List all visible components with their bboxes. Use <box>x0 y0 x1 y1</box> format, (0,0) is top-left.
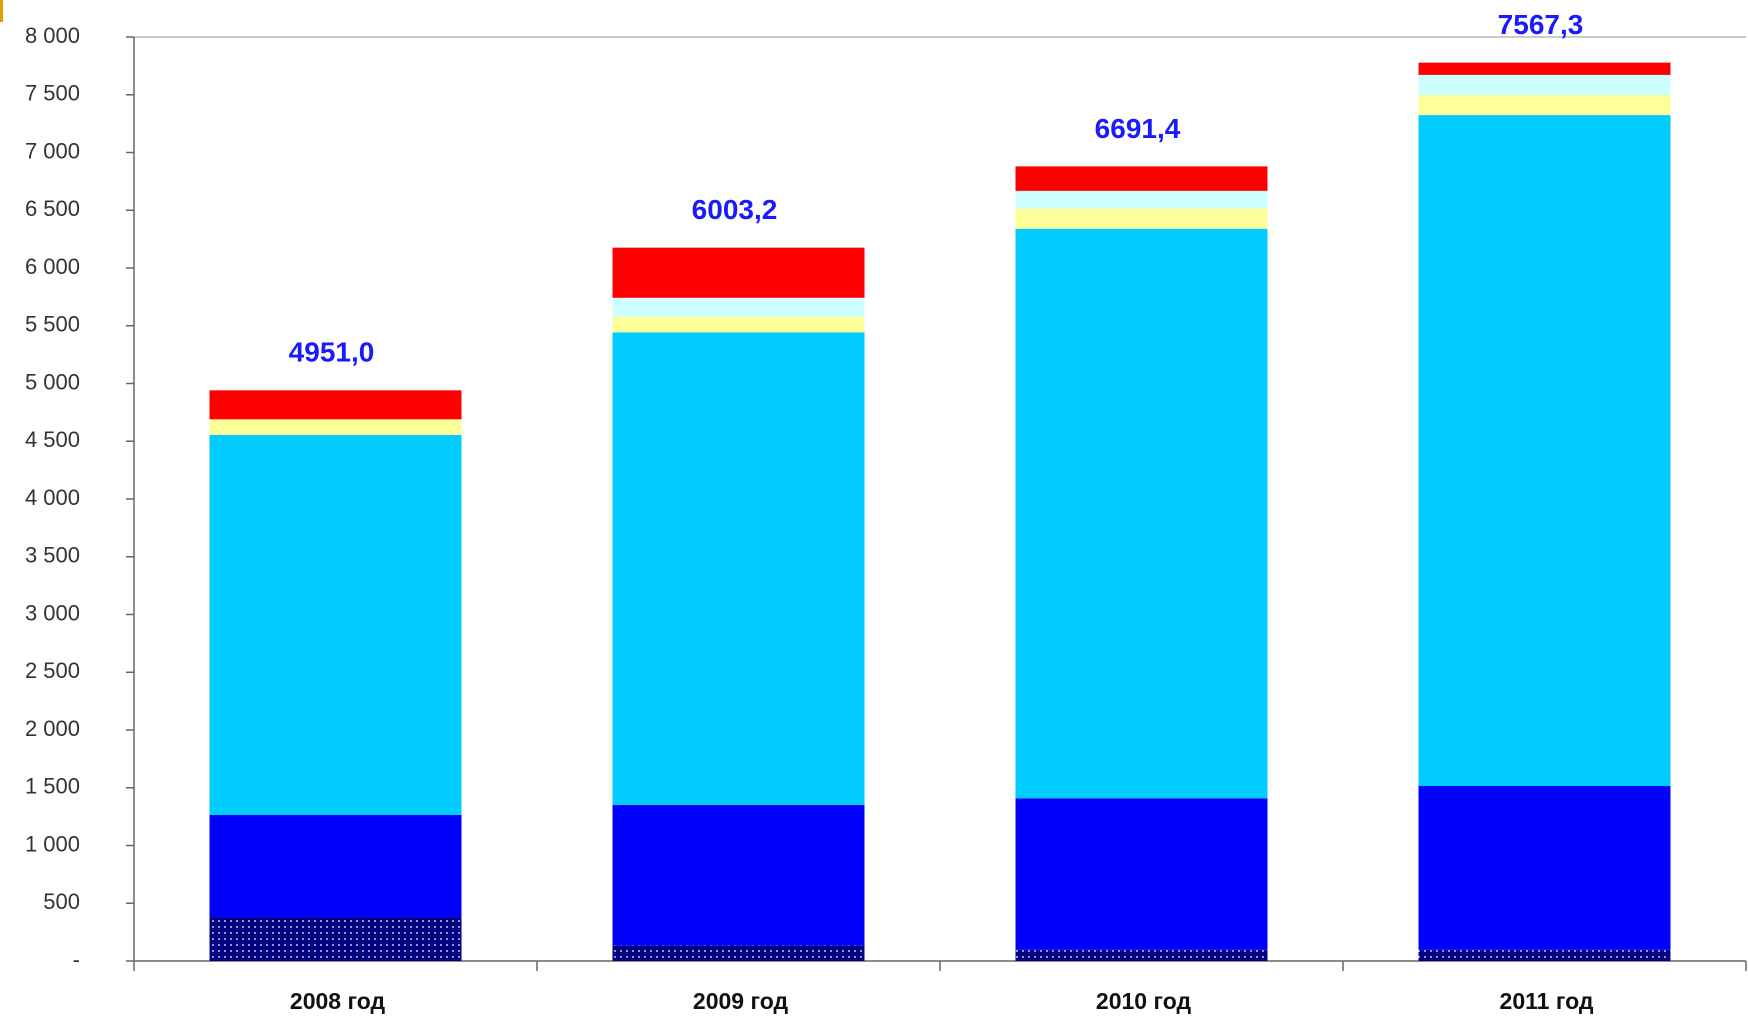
y-tick-label: - <box>73 947 80 972</box>
y-tick-label: 3 500 <box>25 543 80 568</box>
x-tick-label: 2011 год <box>1500 988 1594 1014</box>
bar-segment <box>612 332 865 805</box>
total-label: 7567,3 <box>1498 9 1584 40</box>
bar-segment <box>1015 949 1268 961</box>
bar-segment <box>1015 228 1268 799</box>
bar-segment <box>209 917 462 961</box>
bar-segment <box>209 815 462 918</box>
corner-marker <box>0 0 3 22</box>
bar-segment <box>1418 949 1671 961</box>
y-tick-label: 6 000 <box>25 254 80 279</box>
y-tick-label: 4 500 <box>25 427 80 452</box>
y-tick-label: 1 500 <box>25 774 80 799</box>
bar-segment <box>1418 115 1671 787</box>
y-tick-label: 8 000 <box>25 23 80 48</box>
y-tick-label: 3 000 <box>25 600 80 625</box>
y-tick-label: 7 000 <box>25 138 80 163</box>
x-tick-label: 2009 год <box>693 988 789 1014</box>
bar-segment <box>209 434 462 816</box>
bar-segment <box>1015 190 1268 209</box>
bar-segment <box>1418 62 1671 75</box>
y-tick-label: 500 <box>43 889 80 914</box>
bar-segment <box>1015 798 1268 950</box>
bar-segment <box>612 247 865 298</box>
y-tick-label: 5 500 <box>25 312 80 337</box>
bar-segment <box>1015 208 1268 229</box>
y-tick-label: 1 000 <box>25 831 80 856</box>
y-tick-label: 2 000 <box>25 716 80 741</box>
x-tick-label: 2008 год <box>290 988 386 1014</box>
bar-segment <box>612 945 865 961</box>
bar-segment <box>612 316 865 333</box>
y-tick-label: 7 500 <box>25 81 80 106</box>
bar-segment <box>1418 94 1671 116</box>
y-tick-label: 4 000 <box>25 485 80 510</box>
bar-segment <box>612 297 865 317</box>
y-tick-label: 5 000 <box>25 369 80 394</box>
bar-segment <box>209 390 462 420</box>
y-tick-label: 6 500 <box>25 196 80 221</box>
total-label: 6003,2 <box>692 194 778 225</box>
bar-segment <box>1015 166 1268 191</box>
x-tick-label: 2010 год <box>1096 988 1192 1014</box>
y-tick-label: 2 500 <box>25 658 80 683</box>
bar-segment <box>612 804 865 946</box>
bar-segment <box>1418 74 1671 95</box>
total-label: 6691,4 <box>1095 113 1181 144</box>
total-label: 4951,0 <box>289 337 375 368</box>
bar-segment <box>209 419 462 435</box>
bar-segment <box>1418 786 1671 950</box>
